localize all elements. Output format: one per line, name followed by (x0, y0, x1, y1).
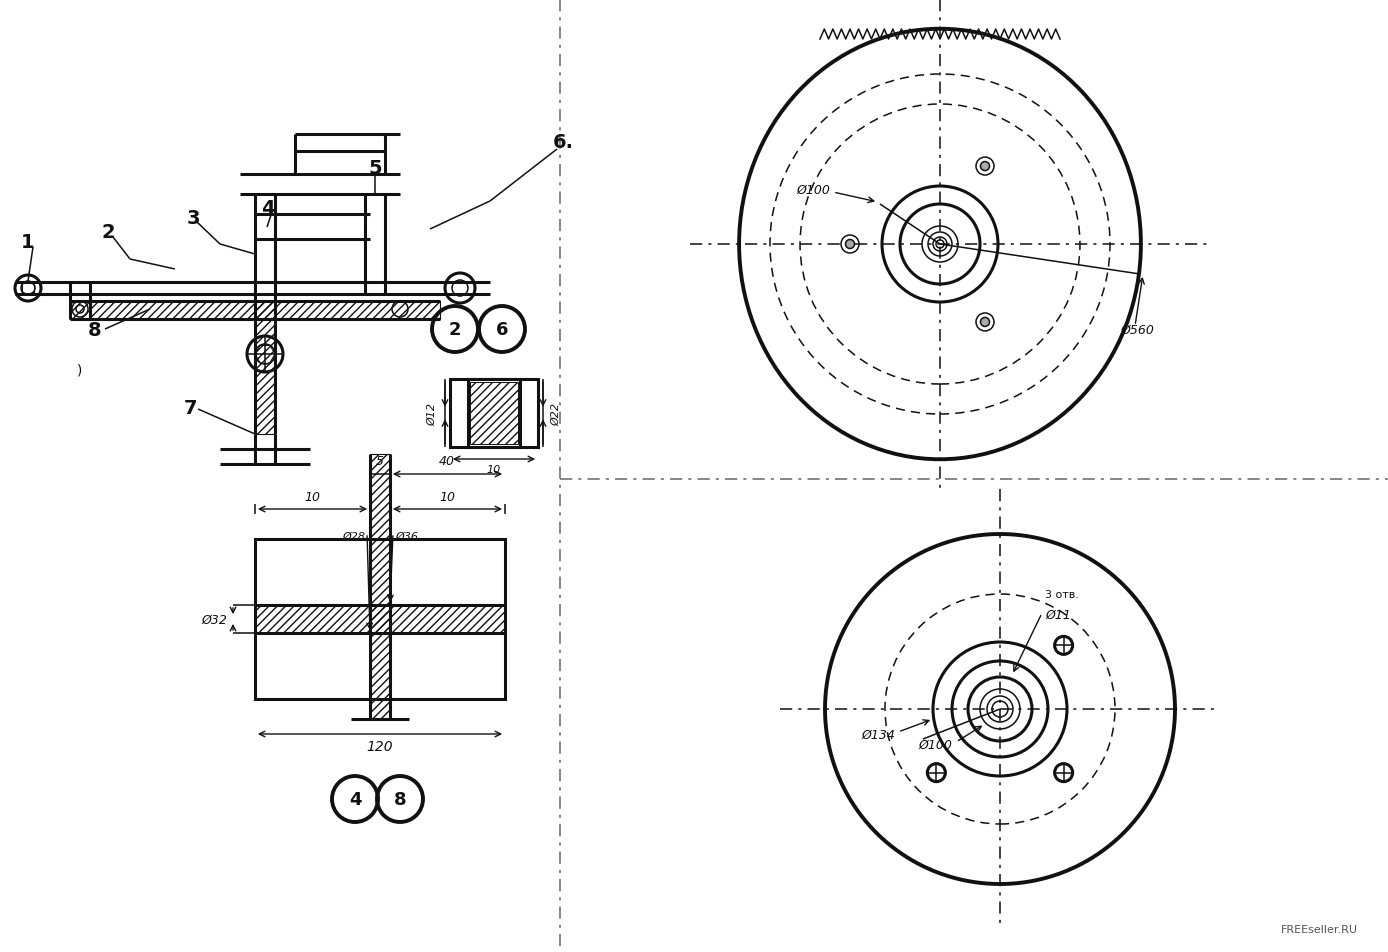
Bar (468, 380, 520, 447)
Bar (69, 302, 440, 320)
Bar (255, 540, 505, 700)
Text: 8: 8 (89, 320, 101, 339)
Circle shape (980, 318, 990, 327)
Text: 2: 2 (448, 321, 461, 339)
Text: FREEseller.RU: FREEseller.RU (1281, 924, 1357, 934)
Text: 4: 4 (261, 198, 275, 217)
Text: Ø100: Ø100 (797, 184, 830, 196)
Bar (255, 302, 275, 434)
Text: Ø100: Ø100 (917, 738, 952, 751)
Text: Ø11: Ø11 (1045, 608, 1072, 621)
Text: 40: 40 (439, 455, 455, 468)
Bar (371, 454, 390, 720)
Text: 7: 7 (183, 398, 197, 417)
Text: 3 отв.: 3 отв. (1045, 589, 1078, 600)
Text: 1: 1 (21, 233, 35, 252)
Text: 10: 10 (304, 491, 321, 504)
Bar (450, 380, 539, 447)
Text: 10: 10 (439, 491, 455, 504)
Text: ): ) (78, 363, 83, 377)
Text: Ø560: Ø560 (1120, 323, 1153, 336)
Text: 6: 6 (496, 321, 508, 339)
Text: Ø32: Ø32 (201, 613, 228, 625)
Text: 2: 2 (101, 224, 115, 242)
Text: 5: 5 (368, 158, 382, 177)
Bar (471, 383, 518, 445)
Text: 8: 8 (394, 790, 407, 808)
Text: Ø36: Ø36 (396, 531, 418, 542)
Text: Ø134: Ø134 (861, 727, 895, 741)
Bar (255, 605, 505, 633)
Text: 120: 120 (366, 739, 393, 753)
Text: Ø28: Ø28 (341, 531, 365, 542)
Text: 10: 10 (487, 465, 501, 474)
Text: Ø22: Ø22 (551, 402, 561, 425)
Text: 3: 3 (186, 208, 200, 228)
Text: 4: 4 (348, 790, 361, 808)
Text: 5: 5 (376, 455, 384, 468)
Circle shape (845, 240, 855, 249)
Text: 6.: 6. (552, 133, 573, 152)
Text: Ø12: Ø12 (428, 402, 437, 425)
Circle shape (980, 163, 990, 171)
